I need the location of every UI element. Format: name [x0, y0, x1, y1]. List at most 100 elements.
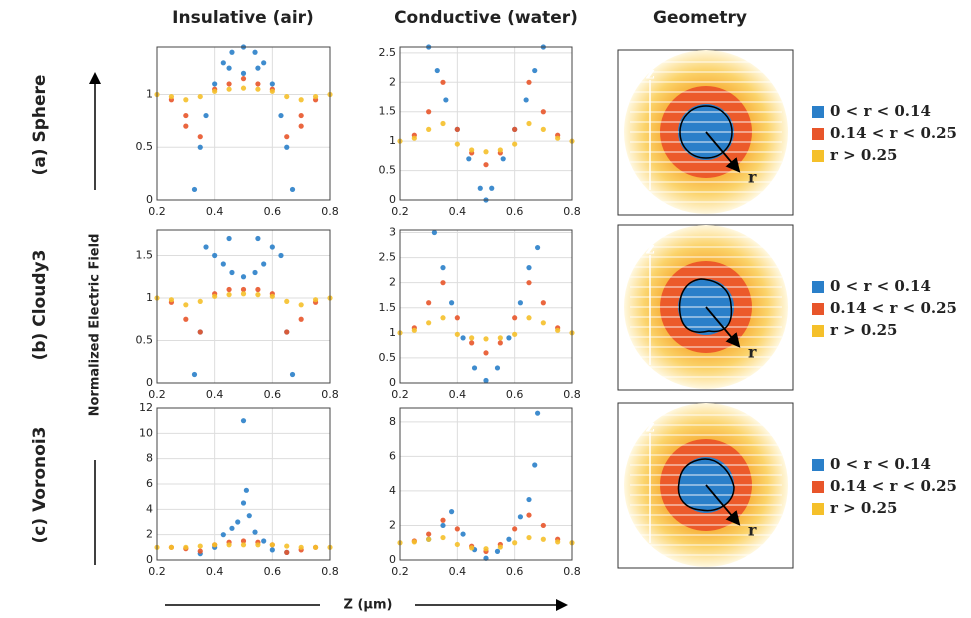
scatter-point	[471, 365, 478, 371]
x-tick-label: 0.2	[148, 565, 166, 578]
scatter-point	[226, 286, 232, 293]
plot-frame	[399, 229, 573, 384]
y-tick-label: 0	[146, 553, 153, 566]
scatter-point	[284, 543, 290, 549]
legend-swatch	[812, 503, 824, 515]
scatter-point	[203, 244, 209, 250]
scatter-point	[240, 418, 247, 424]
scatter-point	[212, 542, 218, 548]
y-tick-label: 4	[146, 502, 153, 515]
scatter-point	[183, 316, 189, 322]
scatter-point	[226, 542, 232, 548]
scatter-point	[240, 76, 247, 82]
legend-swatch	[812, 106, 824, 118]
y-tick-label: 1.5	[136, 249, 154, 262]
y-tick-label: 0.5	[136, 140, 154, 153]
scatter-point	[212, 88, 218, 94]
scatter-point	[440, 79, 446, 85]
legend-swatch	[812, 325, 824, 337]
x-tick-label: 0.4	[206, 205, 224, 218]
scatter-point	[440, 120, 446, 127]
scatter-point	[454, 141, 460, 147]
scatter-point	[500, 156, 506, 162]
particle-outline	[678, 278, 733, 333]
r-arrow	[705, 306, 741, 348]
scatter-point	[512, 331, 518, 337]
scatter-point	[532, 462, 538, 468]
scatter-point	[440, 517, 446, 523]
r-label: r	[748, 168, 757, 187]
legend-swatch	[812, 281, 824, 293]
scatter-point	[477, 185, 483, 191]
x-tick-label: 0.4	[449, 388, 467, 401]
scatter-point	[469, 545, 475, 551]
scatter-point	[454, 315, 460, 321]
scatter-point	[220, 532, 226, 538]
scatter-point	[226, 81, 232, 87]
legend-label: r > 0.25	[830, 321, 897, 339]
geometry-panel: zr	[617, 402, 794, 569]
scatter-point	[540, 320, 546, 326]
scatter-point	[197, 298, 203, 304]
legend-swatch	[812, 303, 824, 315]
scatter-point	[489, 185, 495, 191]
scatter-point	[269, 293, 275, 299]
scatter-point	[252, 529, 258, 535]
scatter-point	[269, 547, 275, 553]
r-label: r	[748, 343, 757, 362]
scatter-point	[454, 126, 460, 132]
scatter-point	[229, 49, 235, 55]
x-tick-label: 0.2	[391, 205, 409, 218]
scatter-point	[284, 298, 290, 304]
x-tick-label: 0.2	[148, 205, 166, 218]
scatter-point	[494, 548, 501, 554]
scatter-point	[226, 292, 232, 298]
scatter-point	[460, 335, 466, 341]
scatter-point	[555, 539, 561, 545]
y-tick-label: 10	[139, 426, 153, 439]
scatter-point	[240, 538, 247, 544]
scatter-point	[312, 93, 319, 100]
legend-swatch	[812, 459, 824, 471]
scatter-point	[526, 280, 532, 286]
scatter-point	[229, 269, 235, 276]
geometry-panel: zr	[617, 224, 794, 391]
legend-label: 0.14 < r < 0.25	[830, 299, 957, 317]
y-tick-label: 0.5	[379, 351, 397, 364]
scatter-point	[240, 500, 247, 506]
scatter-point	[197, 93, 203, 100]
scatter-point	[269, 81, 275, 87]
x-tick-label: 0.6	[264, 205, 282, 218]
scatter-point	[526, 512, 532, 518]
scatter-point	[494, 365, 501, 371]
scatter-point	[454, 541, 460, 548]
y-tick-label: 4	[389, 484, 396, 497]
geometry-panel: zr	[617, 49, 794, 216]
y-tick-label: 0	[389, 553, 396, 566]
y-tick-label: 8	[389, 415, 396, 428]
scatter-point	[235, 519, 241, 525]
scatter-point	[512, 315, 518, 321]
y-tick-label: 12	[139, 401, 153, 414]
scatter-point	[512, 126, 518, 132]
scatter-point	[191, 371, 198, 378]
scatter-point	[512, 540, 518, 546]
x-tick-label: 0.8	[563, 205, 581, 218]
scatter-point	[426, 126, 432, 132]
scatter-point	[284, 134, 290, 140]
scatter-point	[168, 544, 175, 550]
scatter-point	[278, 252, 284, 259]
scatter-point	[426, 109, 432, 115]
scatter-point	[168, 93, 175, 100]
x-tick-label: 0.4	[449, 205, 467, 218]
scatter-point	[197, 134, 203, 140]
scatter-point	[517, 300, 524, 306]
z-label: z	[645, 417, 654, 436]
y-tick-label: 0	[146, 376, 153, 389]
scatter-point	[506, 335, 512, 341]
scatter-point	[483, 546, 489, 552]
r-arrow	[705, 131, 741, 173]
y-tick-label: 2.5	[379, 46, 397, 59]
scatter-point	[443, 97, 449, 103]
scatter-point	[526, 265, 532, 271]
